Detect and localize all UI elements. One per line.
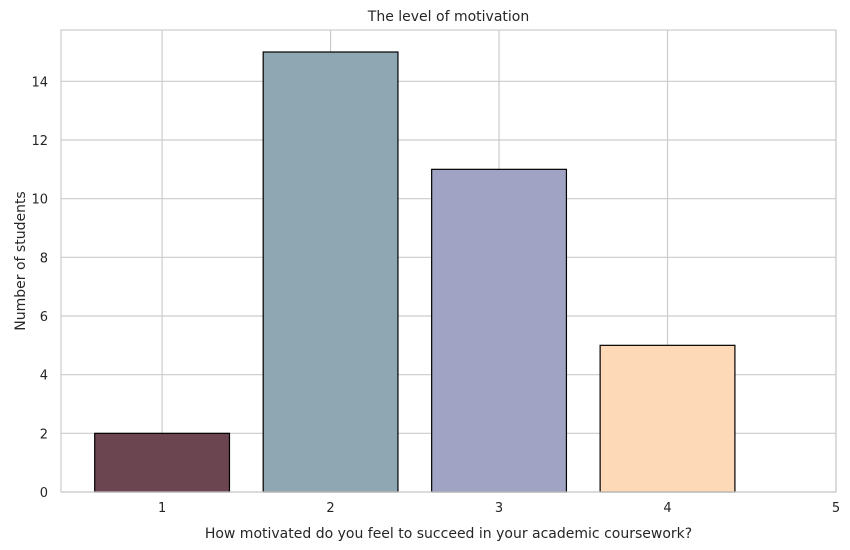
y-tick-label: 6 (40, 310, 48, 325)
bar-4 (599, 344, 736, 493)
chart-title: The level of motivation (367, 9, 529, 25)
x-tick-label: 2 (326, 501, 334, 516)
y-axis-label: Number of students (13, 191, 29, 330)
x-axis-ticks: 1 2 3 4 5 (158, 501, 840, 516)
x-tick-label: 1 (158, 501, 166, 516)
bar-3 (431, 168, 568, 493)
plot-frame (60, 29, 837, 493)
y-tick-label: 12 (31, 134, 48, 149)
y-tick-label: 2 (40, 427, 48, 442)
y-tick-label: 4 (40, 369, 48, 384)
x-tick-label: 5 (832, 501, 840, 516)
x-axis-label: How motivated do you feel to succeed in … (205, 526, 692, 542)
bar-1 (94, 432, 231, 493)
y-tick-label: 14 (31, 75, 48, 90)
bars (94, 51, 736, 493)
y-tick-label: 0 (40, 486, 48, 501)
y-tick-label: 8 (40, 251, 48, 266)
x-tick-label: 3 (495, 501, 503, 516)
bar-2 (262, 51, 399, 493)
y-tick-label: 10 (31, 193, 48, 208)
y-axis-ticks: 0 2 4 6 8 10 12 14 (31, 75, 48, 501)
x-tick-label: 4 (663, 501, 671, 516)
